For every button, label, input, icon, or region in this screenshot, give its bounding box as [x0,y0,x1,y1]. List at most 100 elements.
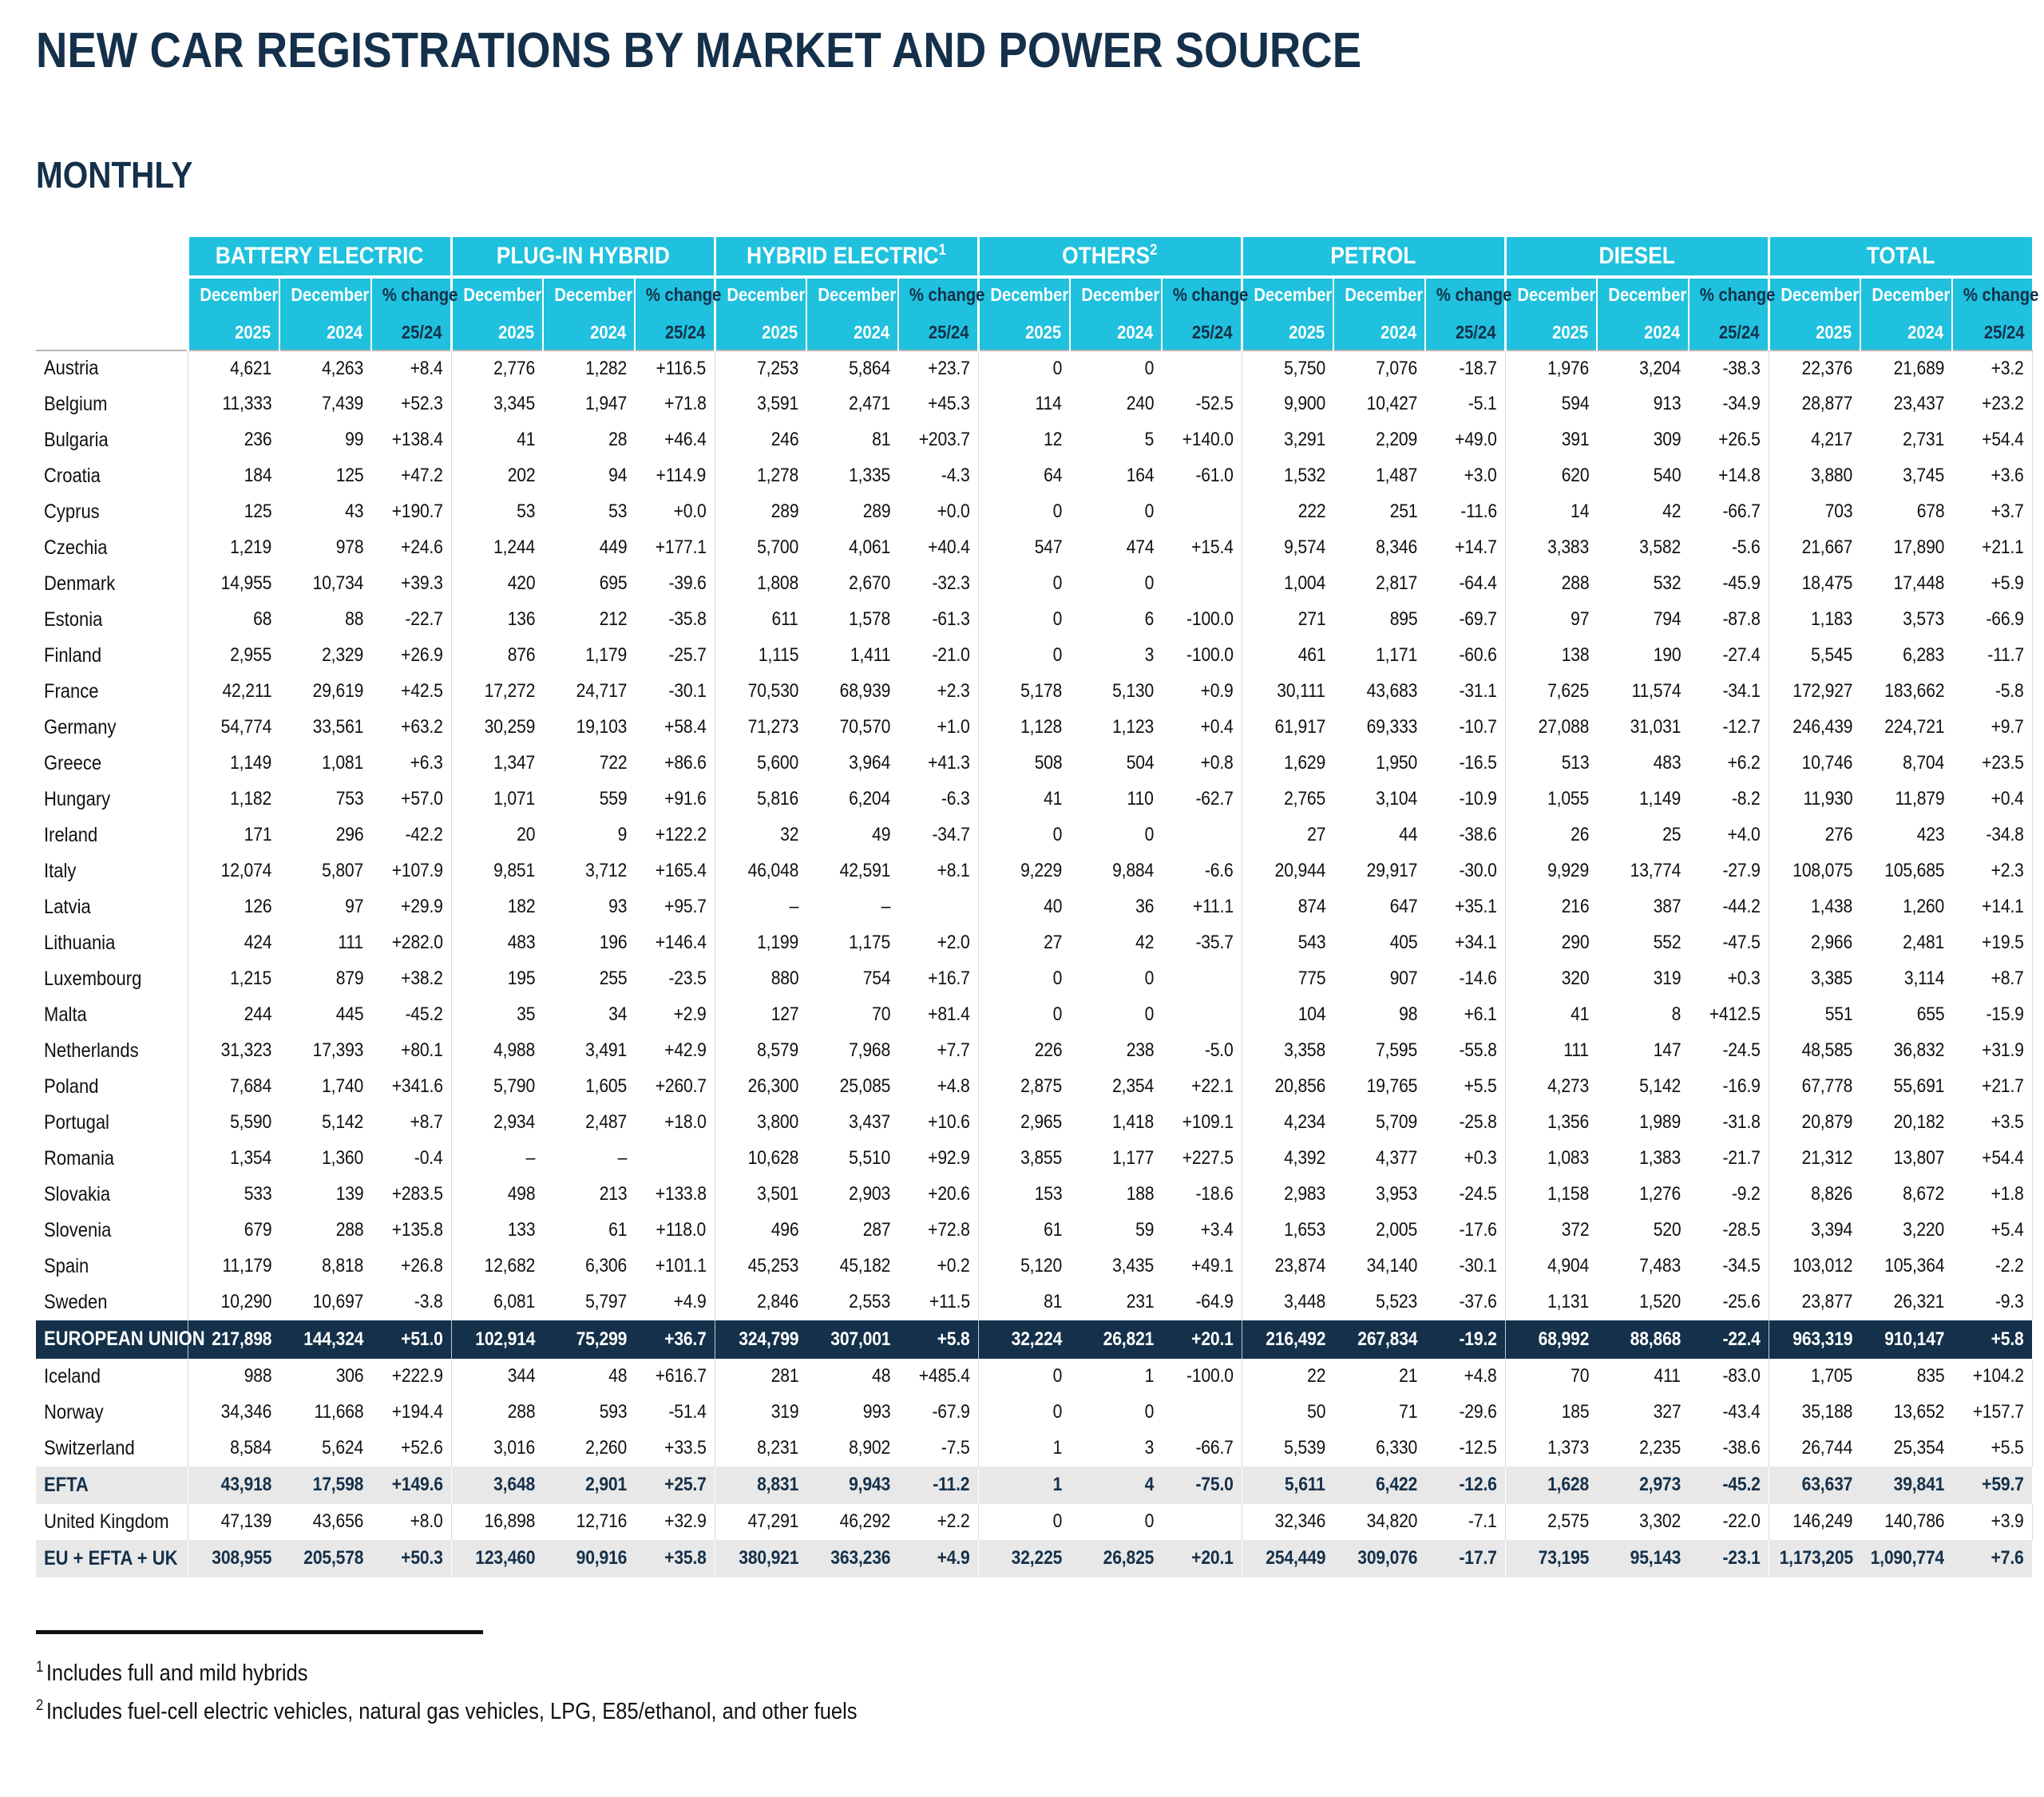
value-cell: 236 [187,422,279,458]
value-cell: 543 [1241,924,1334,961]
value-cell: 12,716 [543,1503,636,1540]
value-cell: +29.9 [371,889,452,925]
value-cell: +14.7 [1425,529,1506,566]
value-cell: 136 [450,601,544,638]
table-row: Luxembourg 1,215 879 +38.2 195 255 -23.5 880 754… [36,960,2033,997]
value-cell: -25.7 [635,637,715,674]
value-cell: +2.3 [1952,853,2033,889]
corner-cell [36,276,188,350]
value-cell: -66.7 [1689,493,1769,530]
value-cell: -16.5 [1425,745,1506,782]
value-cell: 2,776 [450,349,544,386]
value-cell: 2,973 [1597,1466,1689,1504]
value-cell: 835 [1860,1358,1953,1395]
value-cell: 2,965 [977,1104,1071,1141]
value-cell: +4.9 [635,1284,715,1320]
value-cell: 1,131 [1504,1284,1598,1320]
value-cell: 4,392 [1241,1140,1334,1177]
value-cell: – [450,1140,544,1177]
value-cell: -30.0 [1425,853,1506,889]
value-cell: 3,016 [450,1430,544,1466]
value-cell: 296 [279,817,371,853]
value-cell: 695 [543,565,636,602]
value-cell: 722 [543,745,636,782]
value-cell: 28 [543,422,636,458]
value-cell: 289 [806,493,899,530]
row-label: Austria [36,349,188,386]
value-cell: +7.7 [898,1032,979,1069]
value-cell: +22.1 [1162,1068,1242,1105]
value-cell: -5.8 [1952,673,2033,710]
value-cell: 17,890 [1860,529,1953,566]
value-cell: 31,323 [187,1032,279,1069]
value-cell: 3,291 [1241,422,1334,458]
value-cell: 123,460 [450,1539,544,1577]
row-label: France [36,673,188,710]
value-cell: 449 [543,529,636,566]
value-cell: 993 [806,1394,899,1431]
col-header-dec-2025: December 2025 [450,276,544,350]
value-cell: 5,539 [1241,1430,1334,1466]
value-cell: 55,691 [1860,1068,1953,1105]
value-cell: +7.6 [1952,1539,2033,1577]
value-cell: 4,217 [1768,422,1861,458]
value-cell: -17.6 [1425,1212,1506,1249]
value-cell: 1,373 [1504,1430,1598,1466]
value-cell: 910,147 [1860,1320,1953,1359]
value-cell: 81 [977,1284,1071,1320]
value-cell: 2,875 [977,1068,1071,1105]
row-label: Hungary [36,781,188,817]
value-cell: -2.2 [1952,1248,2033,1284]
row-label: Denmark [36,565,188,602]
col-header-dec-2025: December 2025 [1240,276,1334,350]
value-cell: +14.1 [1952,889,2033,925]
value-cell: 5,864 [806,349,899,386]
value-cell: -66.9 [1952,601,2033,638]
value-cell: +4.9 [898,1539,979,1577]
row-label: Bulgaria [36,422,188,458]
table-row: Lithuania 424 111 +282.0 483 196 +146.4 1,199 1,… [36,924,2033,961]
value-cell: 504 [1070,745,1163,782]
value-cell: 213 [543,1176,636,1213]
value-cell: 593 [543,1394,636,1431]
value-cell: 26,300 [714,1068,807,1105]
value-cell: 42 [1070,924,1163,961]
table-row: Bulgaria 236 99 +138.4 41 28 +46.4 246 81 +203.7 1… [36,422,2033,458]
value-cell [898,889,979,925]
value-cell: 3,104 [1333,781,1426,817]
value-cell: -100.0 [1162,637,1242,674]
value-cell: 287 [806,1212,899,1249]
value-cell: 7,076 [1333,349,1426,386]
value-cell: -24.5 [1689,1032,1769,1069]
value-cell: 0 [977,1503,1071,1540]
value-cell: -18.6 [1162,1176,1242,1213]
value-cell: -9.3 [1952,1284,2033,1320]
value-cell: 5,142 [279,1104,371,1141]
value-cell: 11,879 [1860,781,1953,817]
value-cell: 391 [1504,422,1598,458]
value-cell: 18,475 [1768,565,1861,602]
value-cell: 144,324 [279,1320,371,1359]
value-cell: 22 [1241,1358,1334,1395]
value-cell: 12,074 [187,853,279,889]
value-cell: +8.7 [1952,960,2033,997]
value-cell: -7.1 [1425,1503,1506,1540]
value-cell: -83.0 [1689,1358,1769,1395]
value-cell: 3,345 [450,386,544,422]
value-cell: 483 [1597,745,1689,782]
value-cell: 3 [1070,637,1163,674]
value-cell: 1,173,205 [1768,1539,1861,1577]
value-cell: 0 [977,349,1071,386]
group-header: PLUG-IN HYBRID [450,236,715,279]
value-cell: +9.7 [1952,709,2033,746]
value-cell: 1,282 [543,349,636,386]
value-cell: 246,439 [1768,709,1861,746]
value-cell: 3,204 [1597,349,1689,386]
table-row: Denmark 14,955 10,734 +39.3 420 695 -39.6 1,808… [36,565,2033,602]
value-cell: 281 [714,1358,807,1395]
value-cell: 3,800 [714,1104,807,1141]
value-cell: -45.2 [371,996,452,1033]
value-cell: +8.0 [371,1503,452,1540]
value-cell: -64.9 [1162,1284,1242,1320]
value-cell: 25 [1597,817,1689,853]
